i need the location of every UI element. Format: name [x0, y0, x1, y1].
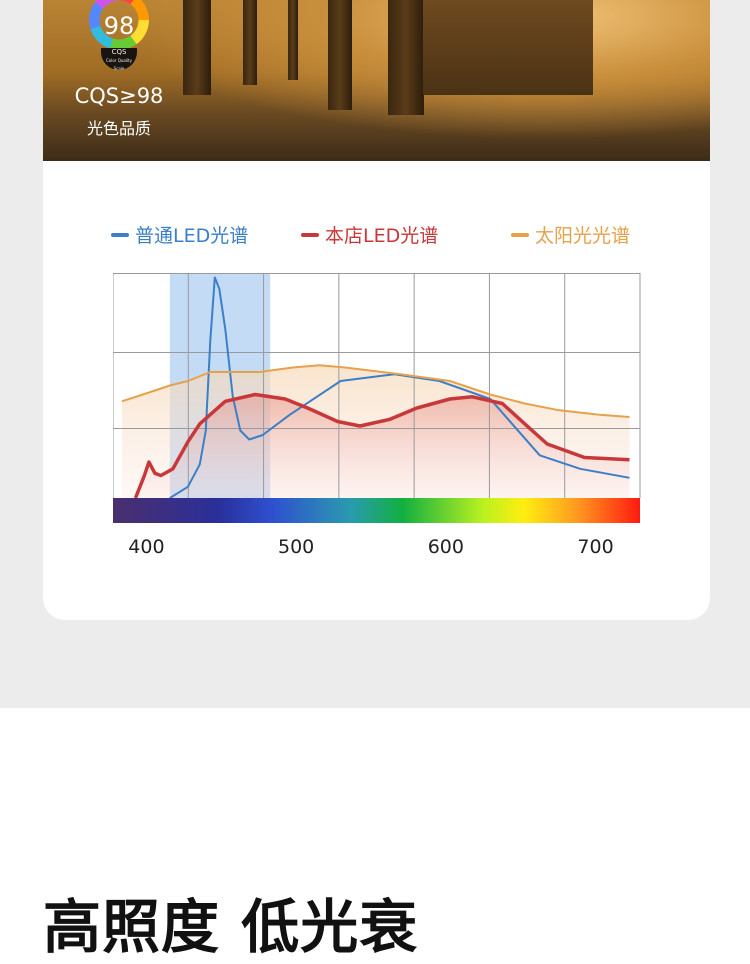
badge-subcaption: Color Quality Scale — [105, 58, 132, 71]
legend-swatch — [111, 232, 129, 237]
tree-trunk — [243, 0, 257, 85]
forest-photo: 98 CQS Color Quality Scale CQS≥98 光色品质 — [43, 0, 710, 161]
tree-trunk — [328, 0, 352, 110]
visible-spectrum-bar — [113, 498, 640, 523]
normal-led-line — [169, 276, 630, 499]
sunlight-line — [121, 364, 630, 418]
legend-label: 普通LED光谱 — [135, 225, 249, 247]
legend-label: 太阳光光谱 — [535, 225, 631, 247]
tree-trunk — [183, 0, 211, 95]
store-led-line — [133, 392, 630, 499]
x-tick-label: 500 — [278, 536, 315, 558]
legend-item-normal-led: 普通LED光谱 — [111, 221, 248, 248]
legend-swatch — [301, 232, 319, 237]
x-tick-label: 400 — [128, 536, 165, 558]
cqs-metric-label: 光色品质 — [86, 119, 151, 138]
store-led-area — [135, 394, 630, 498]
legend-label: 本店LED光谱 — [325, 225, 439, 247]
x-tick-label: 700 — [577, 536, 614, 558]
legend-item-sunlight: 太阳光光谱 — [511, 221, 630, 248]
legend-item-store-led: 本店LED光谱 — [301, 221, 438, 248]
badge-value: 98 — [103, 12, 135, 40]
tree-trunk — [288, 0, 298, 80]
cqs-metric: CQS≥98 — [74, 84, 164, 108]
badge-caption-text: CQS — [111, 48, 127, 56]
tree-trunk — [388, 0, 424, 115]
cqs-badge-ring-icon — [89, 0, 149, 50]
legend-swatch — [511, 232, 529, 237]
spectrum-chart — [113, 273, 641, 523]
x-tick-label: 600 — [427, 536, 464, 558]
badge-caption: CQS Color Quality Scale — [101, 48, 137, 71]
section-headline: 高照度 低光衰 — [43, 893, 419, 961]
cabin-image — [423, 0, 593, 95]
